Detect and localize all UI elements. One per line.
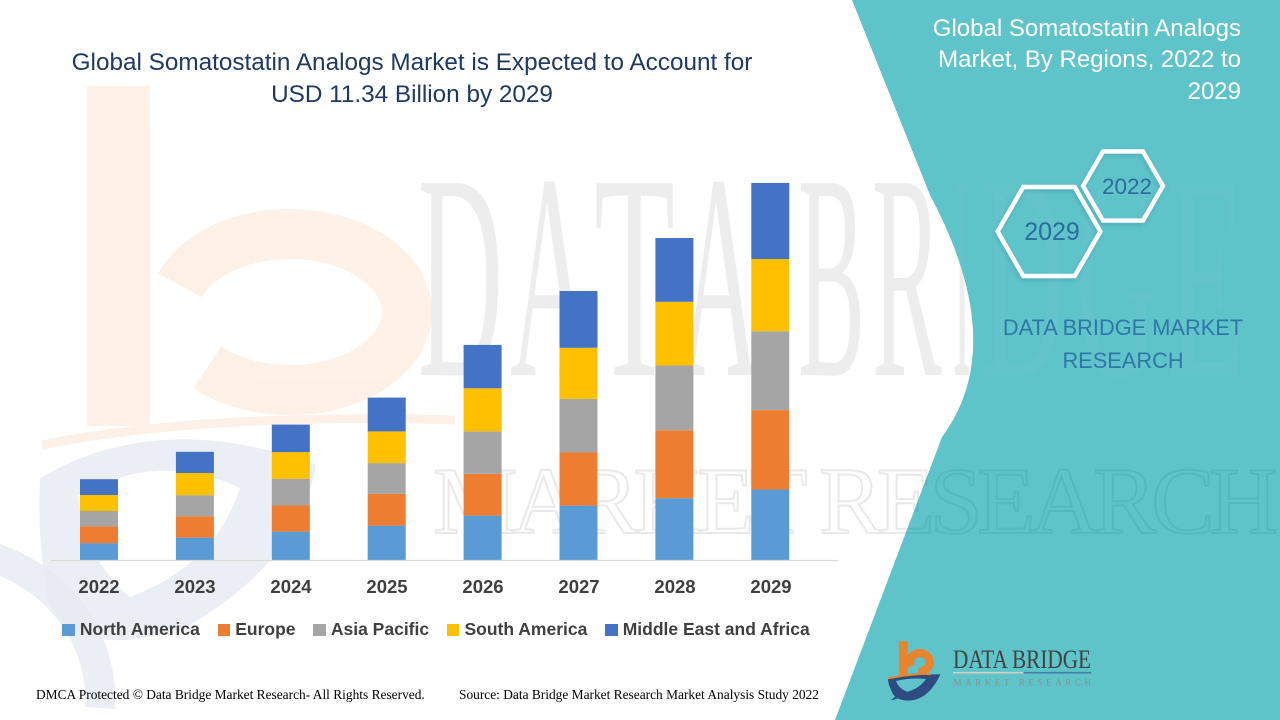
svg-text:DATA BRIDGE: DATA BRIDGE — [953, 645, 1091, 674]
svg-text:MARKET RESEARCH: MARKET RESEARCH — [954, 678, 1095, 688]
